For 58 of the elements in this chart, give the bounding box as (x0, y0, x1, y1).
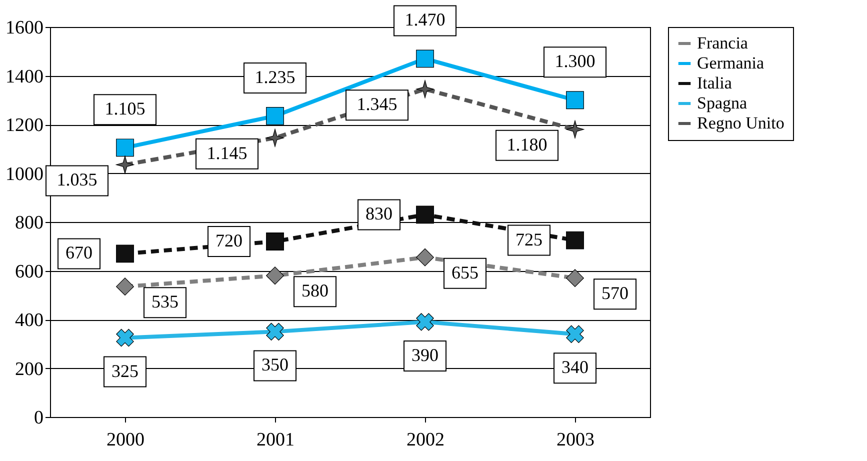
data-label: 350 (262, 354, 288, 375)
x-tick-label: 2000 (106, 430, 144, 450)
y-tick-label: 800 (15, 212, 44, 234)
x-tick-label: 2001 (256, 430, 294, 450)
point (566, 120, 584, 138)
legend-label: Italia (697, 74, 732, 92)
data-label: 1.035 (56, 170, 98, 190)
data-label: 325 (112, 360, 138, 381)
data-label: 390 (412, 344, 438, 365)
point (266, 266, 284, 285)
data-label: 670 (66, 242, 92, 263)
point (416, 313, 434, 331)
y-tick-label: 0 (34, 408, 44, 428)
data-label: 340 (562, 357, 588, 378)
point (416, 50, 434, 68)
data-label: 655 (452, 262, 478, 282)
point (116, 244, 134, 263)
x-tick-label: 2002 (406, 430, 444, 450)
point (116, 156, 134, 174)
data-label: 1.470 (404, 10, 446, 30)
x-tick-label: 2003 (556, 430, 594, 450)
point (266, 322, 284, 341)
data-label: 1.180 (506, 134, 548, 154)
data-label: 535 (152, 292, 178, 312)
data-label: 1.300 (554, 51, 596, 72)
point (116, 328, 134, 347)
point (416, 206, 434, 224)
point (116, 138, 134, 157)
point (416, 248, 434, 266)
point (116, 278, 134, 296)
y-tick-label: 600 (15, 261, 44, 282)
legend-label: Germania (697, 54, 764, 72)
y-tick-label: 1000 (6, 164, 44, 185)
data-label: 570 (602, 283, 628, 304)
point (266, 128, 284, 147)
data-label: 1.235 (254, 66, 296, 87)
point (416, 80, 434, 98)
point (566, 91, 584, 110)
legend-label: Spagna (697, 94, 748, 112)
data-label: 830 (366, 204, 392, 224)
point (566, 231, 584, 250)
point (266, 232, 284, 250)
data-label: 725 (516, 229, 542, 250)
y-tick-label: 400 (15, 310, 44, 331)
data-label: 580 (302, 280, 328, 301)
y-tick-label: 1400 (6, 66, 44, 88)
y-tick-label: 1600 (6, 18, 44, 38)
data-label: 1.145 (206, 142, 248, 163)
y-tick-label: 200 (15, 358, 44, 380)
point (566, 269, 584, 288)
point (266, 107, 284, 125)
data-label: 1.345 (356, 94, 398, 114)
point (566, 325, 584, 343)
y-tick-label: 1200 (6, 115, 44, 136)
legend-label: Regno Unito (697, 114, 784, 132)
legend-label: Francia (697, 34, 748, 52)
data-label: 1.105 (104, 98, 146, 119)
data-label: 720 (216, 230, 242, 250)
